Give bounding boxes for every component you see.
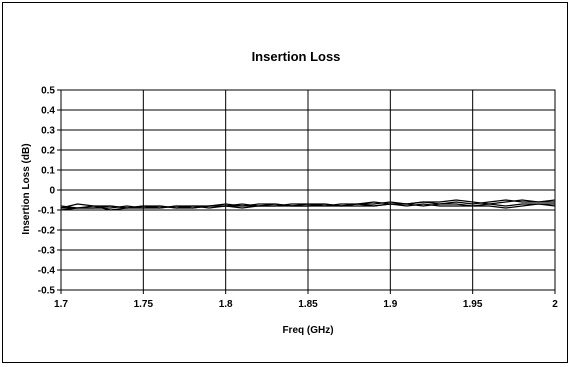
y-tick-label: -0.1 xyxy=(38,206,56,217)
x-tick-label: 1.85 xyxy=(298,299,318,310)
x-tick-label: 1.9 xyxy=(383,299,397,310)
y-tick-label: 0 xyxy=(49,186,55,197)
y-tick-label: 0.3 xyxy=(41,126,55,137)
x-tick-label: 1.75 xyxy=(134,299,154,310)
x-tick-label: 1.7 xyxy=(54,299,68,310)
y-tick-label: -0.2 xyxy=(38,226,56,237)
grid-lines xyxy=(57,89,556,294)
series-line-4 xyxy=(61,203,555,209)
chart-frame xyxy=(2,2,568,363)
y-tick-label: 0.5 xyxy=(41,86,55,97)
x-axis-label: Freq (GHz) xyxy=(282,325,333,336)
x-tick-label: 1.95 xyxy=(463,299,483,310)
tick-labels: 0.5 0.4 0.3 0.2 0.1 0 -0.1 -0.2 -0.3 -0.4 -0.5 1.7 1… xyxy=(38,86,558,311)
series-lines xyxy=(60,199,556,211)
series-line-2 xyxy=(60,199,556,209)
y-tick-label: -0.5 xyxy=(38,286,56,297)
x-tick-label: 1.8 xyxy=(219,299,233,310)
y-tick-label: -0.3 xyxy=(38,246,56,257)
y-tick-label: 0.2 xyxy=(41,146,55,157)
y-tick-label: 0.1 xyxy=(41,166,55,177)
chart-title: Insertion Loss xyxy=(252,49,341,64)
y-axis-label: Insertion Loss (dB) xyxy=(21,143,32,234)
plot-area xyxy=(60,89,556,291)
x-tick-label: 2 xyxy=(552,299,558,310)
y-tick-label: -0.4 xyxy=(38,266,56,277)
y-tick-label: 0.4 xyxy=(41,106,55,117)
